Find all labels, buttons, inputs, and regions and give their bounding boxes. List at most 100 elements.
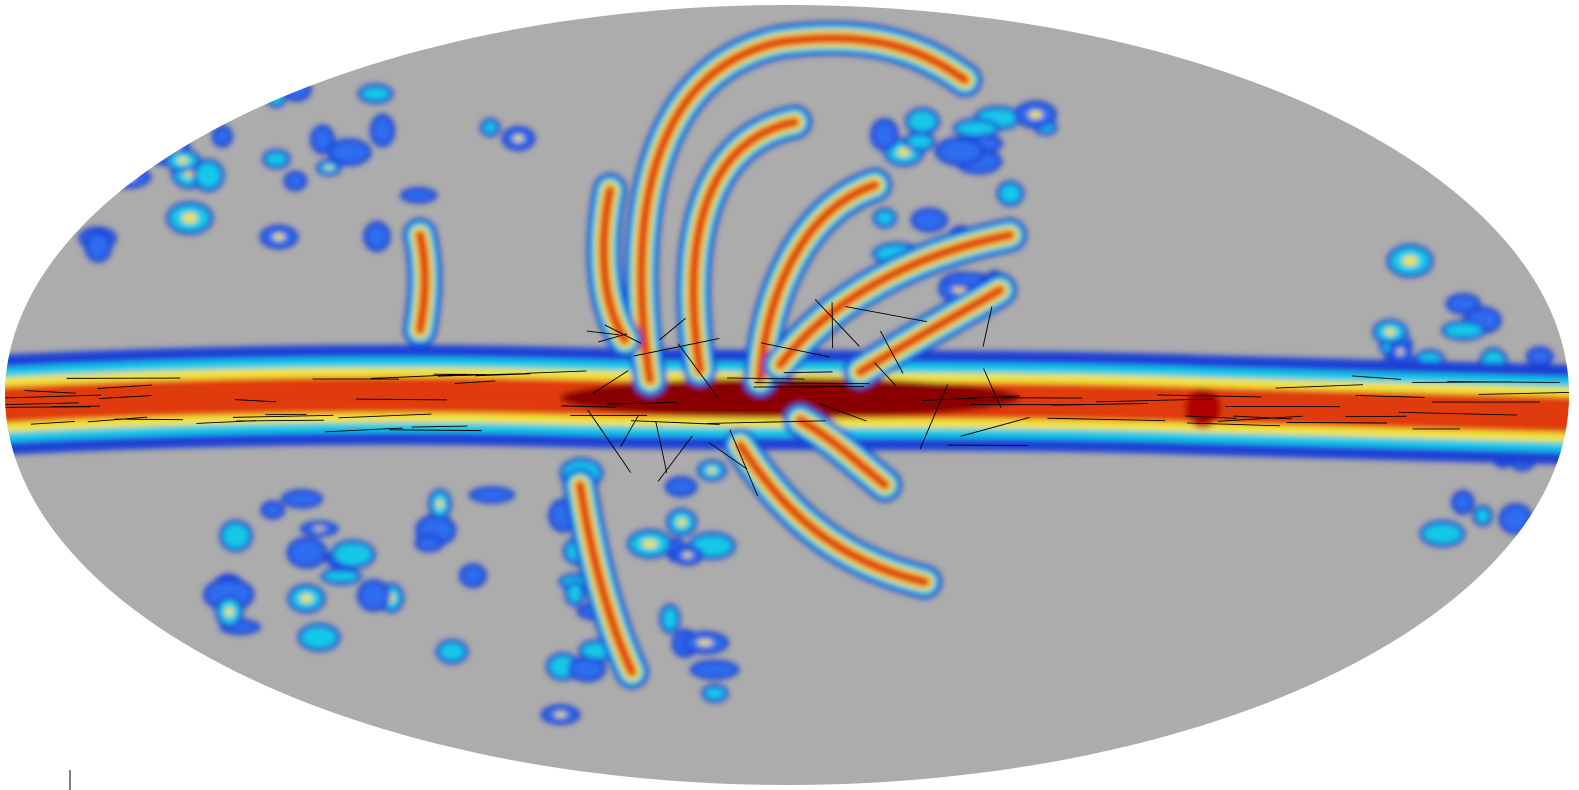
- patch: [147, 124, 194, 143]
- vector: [919, 384, 949, 450]
- patch: [28, 147, 55, 169]
- patch: [324, 571, 359, 582]
- patch: [155, 92, 182, 118]
- patch: [104, 107, 143, 141]
- patch: [439, 643, 465, 661]
- vector: [1352, 375, 1401, 380]
- patch: [572, 659, 603, 679]
- patch: [1423, 524, 1462, 544]
- vector: [831, 302, 834, 349]
- patch: [483, 122, 497, 133]
- vector: [338, 413, 432, 419]
- vector: [814, 299, 860, 347]
- patch: [286, 80, 308, 98]
- patch: [266, 152, 287, 166]
- patch: [40, 147, 88, 164]
- patch: [956, 121, 996, 136]
- patch: [945, 275, 989, 285]
- vector: [24, 390, 76, 394]
- patch: [472, 490, 511, 500]
- loop: [420, 235, 425, 330]
- patch: [568, 584, 582, 603]
- patch: [693, 663, 736, 676]
- patch: [108, 111, 139, 137]
- patch: [668, 480, 694, 494]
- patch: [290, 540, 324, 565]
- patch: [24, 143, 59, 173]
- patch: [46, 162, 80, 180]
- patch: [1000, 184, 1021, 203]
- patch: [47, 136, 79, 153]
- vector: [982, 306, 993, 347]
- patch: [196, 162, 221, 188]
- vector: [411, 425, 468, 428]
- patch: [44, 94, 69, 124]
- patch: [177, 157, 189, 164]
- patch: [159, 96, 178, 114]
- vector: [655, 420, 668, 474]
- patch: [313, 527, 326, 531]
- patch: [194, 89, 228, 110]
- vector: [607, 401, 677, 405]
- vector: [659, 317, 686, 341]
- patch: [36, 153, 47, 163]
- patch: [186, 98, 210, 114]
- patch: [1028, 110, 1043, 119]
- vector: [1186, 422, 1281, 427]
- vector: [325, 427, 403, 433]
- patch: [151, 128, 190, 139]
- patch: [300, 594, 313, 603]
- polarization-vectors: [5, 299, 1569, 497]
- patch: [142, 88, 176, 107]
- vector: [1398, 411, 1517, 416]
- vector: [845, 306, 927, 323]
- patch: [181, 212, 198, 224]
- vector: [454, 380, 496, 384]
- vector: [620, 414, 640, 447]
- vector: [753, 386, 865, 388]
- vector: [761, 342, 830, 358]
- patch: [1402, 255, 1418, 267]
- vector: [729, 429, 759, 497]
- patch: [87, 102, 124, 120]
- vector: [597, 333, 628, 343]
- vector: [874, 362, 897, 386]
- patch: [361, 87, 390, 100]
- patch: [48, 98, 65, 120]
- patch: [663, 607, 677, 630]
- vector: [783, 371, 833, 374]
- vector: [370, 373, 467, 379]
- patch: [182, 94, 214, 118]
- vector: [754, 382, 870, 385]
- patch: [92, 150, 144, 170]
- vector: [5, 406, 91, 408]
- vector: [561, 405, 617, 408]
- vector: [51, 405, 101, 408]
- vector: [1233, 415, 1292, 420]
- vector: [1095, 398, 1213, 403]
- vector: [97, 384, 153, 389]
- patch: [705, 687, 725, 699]
- vector: [1185, 415, 1237, 419]
- patch: [908, 111, 937, 132]
- patch: [463, 567, 483, 584]
- vector: [235, 399, 277, 403]
- patch: [360, 583, 387, 608]
- patch: [554, 712, 567, 718]
- patch: [156, 146, 171, 156]
- patch: [146, 92, 172, 103]
- patch: [707, 467, 717, 474]
- vector: [960, 416, 1030, 437]
- patch: [403, 191, 434, 200]
- vector: [1412, 381, 1513, 383]
- patch: [1529, 350, 1550, 363]
- patch: [436, 499, 444, 509]
- vector: [983, 368, 1002, 408]
- vector: [593, 370, 629, 394]
- patch: [513, 135, 524, 142]
- vector: [355, 398, 447, 401]
- patch: [198, 93, 224, 106]
- patch: [1449, 297, 1478, 311]
- vector: [236, 419, 325, 422]
